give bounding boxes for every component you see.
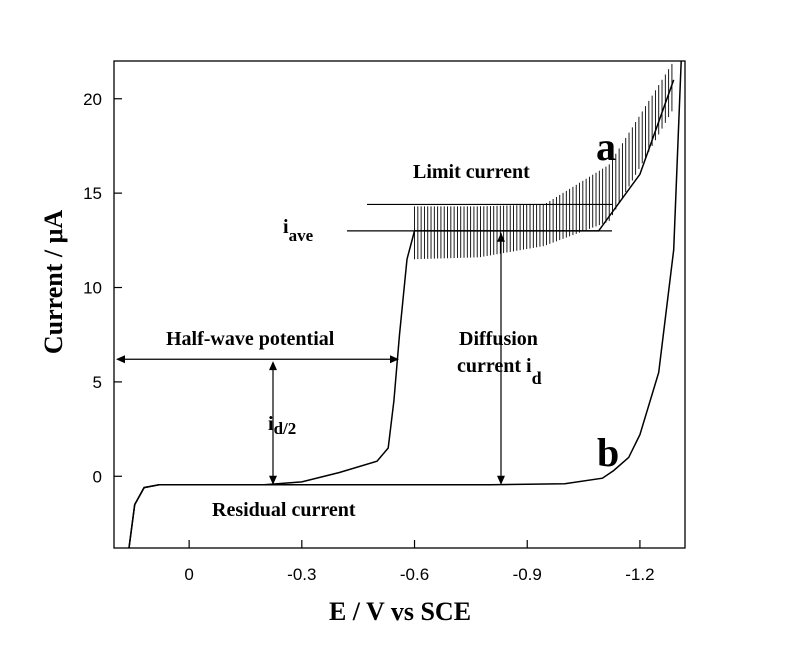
diffusion-sub: d xyxy=(532,368,542,388)
x-tick-label: -0.6 xyxy=(400,565,429,584)
diffusion-label-line1: Diffusion xyxy=(459,328,538,350)
curve-a-label: a xyxy=(596,124,616,169)
half-wave-arrow-right xyxy=(390,355,399,364)
series-line-a xyxy=(128,79,675,549)
diffusion-arrow-up xyxy=(497,232,505,242)
id2-arrow-up xyxy=(269,361,277,371)
diffusion-main: current i xyxy=(457,355,532,377)
y-axis-label: Current / μA xyxy=(39,210,68,354)
id2-main: i xyxy=(268,413,274,435)
id2-sub: d/2 xyxy=(274,419,297,438)
id2-label: id/2 xyxy=(268,413,296,438)
diffusion-arrow-down xyxy=(497,475,505,485)
x-axis-label: E / V vs SCE xyxy=(329,597,471,626)
id2-arrow-down xyxy=(269,475,277,485)
x-tick-label: -1.2 xyxy=(625,565,654,584)
series-line-b xyxy=(128,60,682,549)
y-tick-label: 0 xyxy=(93,467,102,486)
y-tick-label: 5 xyxy=(93,373,102,392)
y-tick-label: 10 xyxy=(83,279,102,298)
x-tick-label: -0.9 xyxy=(513,565,542,584)
half-wave-arrow-left xyxy=(116,355,125,364)
plot-frame xyxy=(113,60,686,549)
y-tick-label: 20 xyxy=(83,90,102,109)
limit-current-label: Limit current xyxy=(413,161,530,183)
y-tick-label: 15 xyxy=(83,184,102,203)
half-wave-potential-label: Half-wave potential xyxy=(166,328,335,350)
i-ave-label: iave xyxy=(283,216,314,245)
diffusion-label-line2: current id xyxy=(457,355,542,388)
i-ave-sub: ave xyxy=(289,226,314,245)
x-tick-label: 0 xyxy=(184,565,193,584)
i-ave-main: i xyxy=(283,216,289,238)
curve-b-label: b xyxy=(597,430,619,475)
residual-current-label: Residual current xyxy=(212,499,356,521)
x-tick-label: -0.3 xyxy=(287,565,316,584)
